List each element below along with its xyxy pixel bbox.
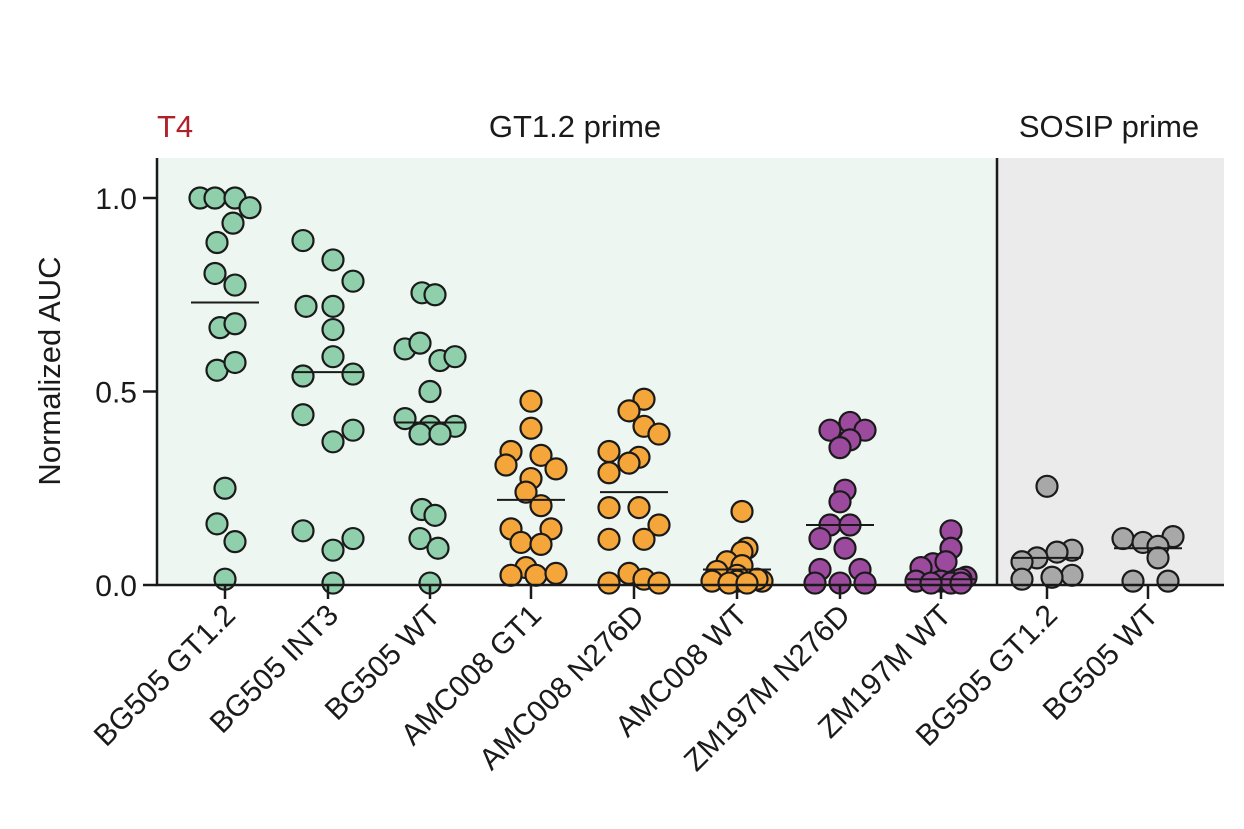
data-point: [294, 294, 318, 318]
data-point: [647, 422, 671, 446]
data-point: [617, 451, 641, 475]
data-point: [223, 350, 247, 375]
data-point: [1040, 565, 1064, 589]
data-point: [291, 228, 315, 253]
data-point: [321, 345, 345, 369]
data-point: [627, 496, 651, 520]
data-point: [321, 294, 345, 318]
y-axis-label: Normalized AUC: [32, 256, 67, 485]
data-point: [499, 563, 523, 587]
data-point: [597, 461, 621, 485]
data-point: [203, 186, 227, 210]
data-point: [321, 430, 345, 454]
data-point: [393, 406, 417, 431]
data-point: [223, 312, 247, 336]
data-point: [597, 571, 621, 595]
data-point: [647, 571, 671, 595]
data-point: [494, 453, 518, 477]
data-point: [597, 439, 621, 464]
data-point: [213, 476, 237, 500]
data-point: [1121, 569, 1145, 593]
data-point: [1045, 540, 1069, 564]
data-point: [1010, 567, 1034, 591]
data-point: [321, 317, 345, 342]
data-point: [529, 494, 553, 518]
y-axis-ticks: 0.0 0.5 1.0: [95, 183, 157, 603]
data-point: [291, 403, 315, 427]
data-point: [919, 571, 943, 595]
data-point: [818, 418, 842, 442]
y-tick-label: 1.0: [95, 183, 137, 216]
data-point: [1146, 546, 1170, 570]
data-point: [423, 503, 447, 527]
data-point: [205, 230, 229, 255]
y-tick-label: 0.5: [95, 377, 137, 410]
data-point: [1111, 526, 1135, 551]
data-point: [828, 436, 852, 460]
y-tick-label: 0.0: [95, 570, 137, 603]
data-point: [519, 416, 543, 440]
group-label: GT1.2 prime: [489, 109, 661, 144]
data-point: [853, 571, 877, 595]
data-point: [341, 362, 365, 386]
data-point: [529, 532, 553, 556]
data-point: [418, 379, 442, 404]
data-point: [223, 530, 247, 554]
data-point: [632, 387, 656, 411]
data-point: [828, 490, 852, 514]
data-point: [203, 261, 227, 286]
data-point: [730, 499, 754, 524]
data-point: [1035, 474, 1059, 498]
panel-label: T4: [157, 109, 193, 144]
data-point: [423, 283, 447, 307]
data-point: [428, 422, 452, 446]
data-point: [321, 571, 345, 595]
data-point: [238, 196, 262, 220]
data-point: [341, 269, 365, 293]
data-point: [519, 389, 543, 413]
data-point: [341, 418, 365, 442]
data-point: [833, 536, 857, 560]
data-point: [321, 538, 345, 562]
data-point: [529, 443, 553, 467]
data-point: [221, 211, 245, 235]
data-point: [597, 527, 621, 551]
data-point: [291, 364, 315, 388]
data-point: [597, 496, 621, 520]
data-point: [426, 536, 450, 560]
median-lines: [191, 301, 1182, 581]
data-point: [735, 571, 759, 595]
data-point: [514, 480, 538, 504]
data-point: [544, 457, 568, 481]
data-points: [188, 186, 1185, 595]
group-labels: GT1.2 prime SOSIP prime: [489, 109, 1199, 144]
data-point: [632, 527, 656, 551]
data-point: [408, 422, 432, 446]
group-label: SOSIP prime: [1019, 109, 1199, 144]
data-point: [803, 571, 827, 595]
data-point: [408, 331, 432, 355]
data-point: [291, 519, 315, 543]
data-point: [1060, 563, 1084, 587]
data-point: [934, 550, 958, 574]
gt1-2-prime-background: [157, 158, 997, 585]
data-point: [205, 512, 229, 536]
data-point: [443, 345, 467, 369]
data-point: [617, 399, 641, 423]
data-point: [647, 513, 671, 537]
data-point: [321, 248, 345, 272]
data-point: [544, 561, 568, 585]
data-point: [524, 563, 548, 587]
data-point: [808, 526, 832, 551]
data-point: [341, 526, 365, 551]
data-point: [949, 571, 973, 595]
data-point: [1156, 569, 1180, 593]
data-point: [408, 526, 432, 551]
sosip-prime-background: [997, 158, 1224, 585]
data-point: [223, 273, 247, 297]
data-point: [509, 530, 533, 555]
